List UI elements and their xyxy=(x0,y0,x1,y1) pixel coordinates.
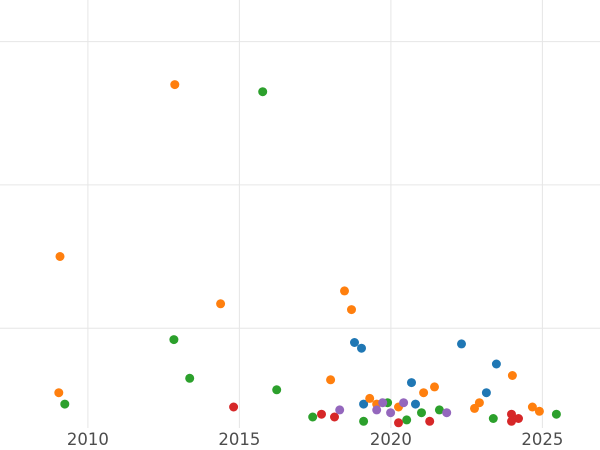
point-green xyxy=(417,408,426,418)
point-orange xyxy=(470,403,479,413)
x-tick-label: 2015 xyxy=(218,430,260,449)
point-orange xyxy=(216,299,226,309)
point-orange xyxy=(534,406,544,416)
point-green xyxy=(402,415,412,425)
point-red xyxy=(507,416,516,426)
point-purple xyxy=(335,405,345,415)
point-blue xyxy=(457,339,466,349)
x-tick-label: 2020 xyxy=(370,430,412,449)
point-purple xyxy=(378,398,388,408)
point-green xyxy=(551,409,561,419)
point-orange xyxy=(365,393,375,403)
point-orange xyxy=(326,375,336,385)
point-red xyxy=(425,416,435,426)
point-orange xyxy=(527,402,537,412)
point-blue xyxy=(407,378,416,388)
point-red xyxy=(229,402,239,412)
point-red xyxy=(394,418,403,428)
point-blue xyxy=(350,338,359,347)
point-purple xyxy=(372,405,382,415)
point-red xyxy=(514,414,523,423)
point-green xyxy=(60,399,70,409)
point-purple xyxy=(399,398,409,408)
point-green xyxy=(434,405,444,415)
point-red xyxy=(330,412,339,422)
point-orange xyxy=(170,80,180,90)
point-green xyxy=(185,373,195,383)
point-orange xyxy=(347,305,356,315)
point-green xyxy=(272,385,282,395)
point-blue xyxy=(359,399,369,409)
point-blue xyxy=(357,343,366,353)
point-blue xyxy=(411,399,420,409)
point-purple xyxy=(386,408,396,418)
point-red xyxy=(317,409,326,419)
x-tick-label: 2025 xyxy=(521,430,563,449)
point-green xyxy=(258,87,268,97)
point-orange xyxy=(430,382,439,392)
point-green xyxy=(169,335,179,345)
point-orange xyxy=(507,371,517,380)
point-green xyxy=(488,414,498,423)
point-orange xyxy=(54,388,64,398)
point-blue xyxy=(481,388,491,398)
point-red xyxy=(507,409,516,419)
point-orange xyxy=(419,388,429,398)
point-green xyxy=(359,416,369,426)
point-orange xyxy=(55,252,65,261)
point-green xyxy=(308,412,318,422)
point-purple xyxy=(442,408,452,418)
point-orange xyxy=(340,286,349,296)
point-blue xyxy=(491,359,501,369)
x-tick-label: 2010 xyxy=(67,430,109,449)
